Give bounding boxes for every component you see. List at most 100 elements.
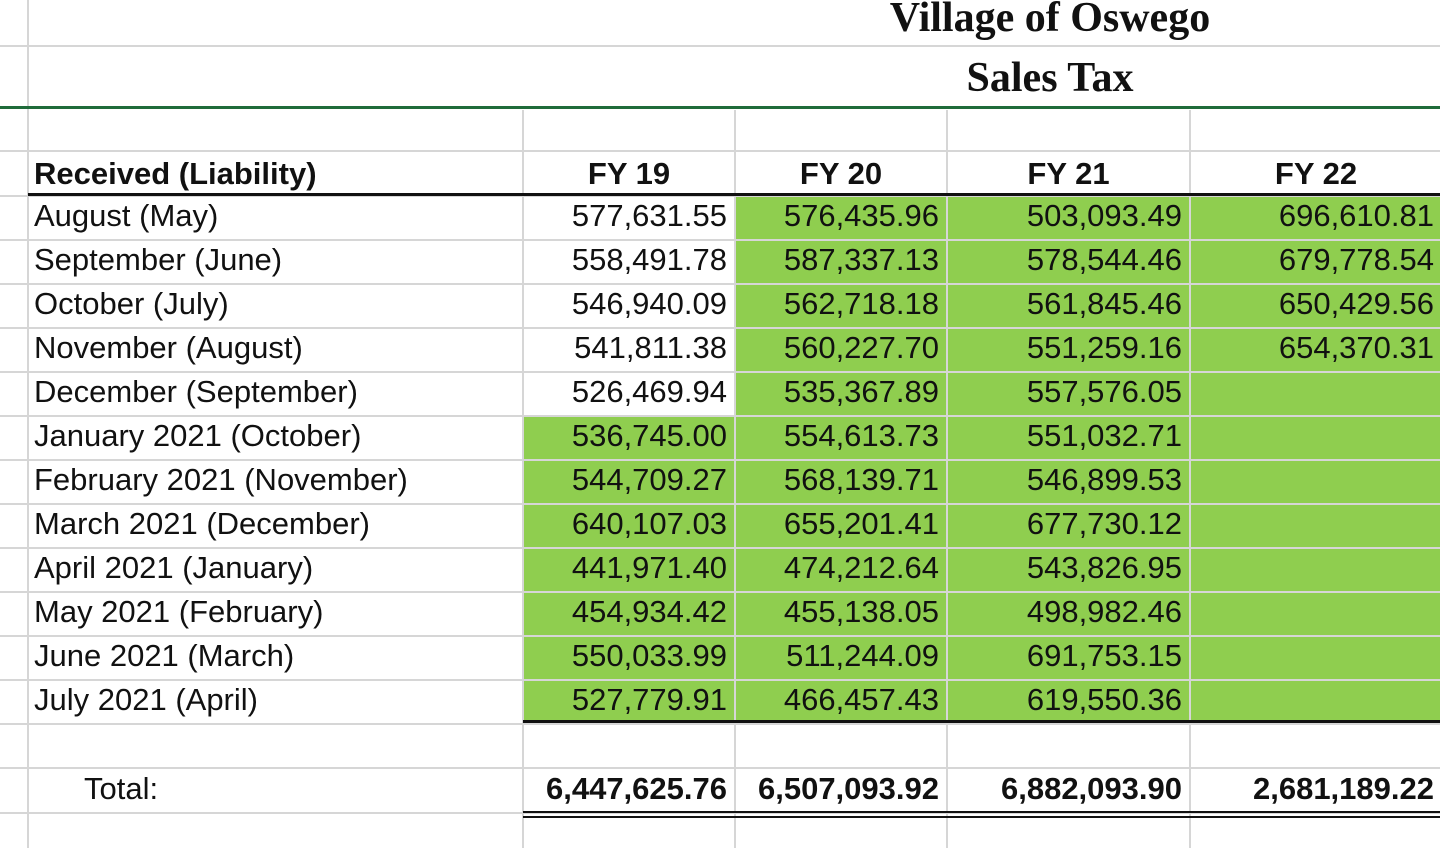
column-header-fy[interactable]: FY 21 xyxy=(1027,156,1110,191)
gridline xyxy=(0,591,1440,593)
value-cell[interactable]: 619,550.36 xyxy=(1026,682,1182,717)
total-label: Total: xyxy=(84,771,159,806)
value-cell[interactable]: 535,367.89 xyxy=(783,374,939,409)
row-label[interactable]: September (June) xyxy=(34,242,283,277)
row-label[interactable]: February 2021 (November) xyxy=(34,462,408,497)
value-cell[interactable]: 541,811.38 xyxy=(574,330,727,365)
value-cell[interactable]: 546,940.09 xyxy=(571,286,727,321)
highlighted-cell-fill xyxy=(523,547,735,591)
value-cell[interactable]: 503,093.49 xyxy=(1026,198,1182,233)
row-label[interactable]: June 2021 (March) xyxy=(34,638,295,673)
row-label[interactable]: August (May) xyxy=(34,198,219,233)
total-value-cell[interactable]: 6,447,625.76 xyxy=(545,771,727,806)
row-label[interactable]: July 2021 (April) xyxy=(34,682,258,717)
highlighted-cell-fill xyxy=(947,239,1190,283)
highlighted-cell-fill xyxy=(523,679,735,723)
gridline xyxy=(734,110,736,848)
highlighted-cell-fill xyxy=(1190,283,1440,327)
highlighted-cell-fill xyxy=(947,679,1190,723)
gridline xyxy=(0,283,1440,285)
value-cell[interactable]: 536,745.00 xyxy=(571,418,727,453)
highlighted-cell-fill xyxy=(947,591,1190,635)
value-cell[interactable]: 498,982.46 xyxy=(1026,594,1182,629)
gridline xyxy=(0,415,1440,417)
value-cell[interactable]: 511,244.09 xyxy=(786,638,939,673)
highlighted-cell-fill xyxy=(947,503,1190,547)
highlighted-cell-fill xyxy=(1190,415,1440,459)
row-label[interactable]: May 2021 (February) xyxy=(34,594,324,629)
column-header-fy[interactable]: FY 20 xyxy=(799,156,883,191)
highlighted-cell-fill xyxy=(1190,327,1440,371)
value-cell[interactable]: 544,709.27 xyxy=(571,462,727,497)
total-value-cell[interactable]: 6,882,093.90 xyxy=(1000,771,1182,806)
value-cell[interactable]: 474,212.64 xyxy=(783,550,939,585)
value-cell[interactable]: 543,826.95 xyxy=(1026,550,1182,585)
value-cell[interactable]: 696,610.81 xyxy=(1278,198,1434,233)
gridline xyxy=(0,239,1440,241)
value-cell[interactable]: 550,033.99 xyxy=(571,638,727,673)
total-value-cell[interactable]: 2,681,189.22 xyxy=(1252,771,1434,806)
gridline xyxy=(1189,110,1191,848)
value-cell[interactable]: 677,730.12 xyxy=(1026,506,1182,541)
row-label[interactable]: November (August) xyxy=(34,330,303,365)
highlighted-cell-fill xyxy=(1190,635,1440,679)
value-cell[interactable]: 655,201.41 xyxy=(783,506,939,541)
value-cell[interactable]: 650,429.56 xyxy=(1278,286,1434,321)
highlighted-cell-fill xyxy=(735,635,947,679)
highlighted-cell-fill xyxy=(735,195,947,239)
value-cell[interactable]: 679,778.54 xyxy=(1278,242,1434,277)
gridline xyxy=(27,0,29,848)
row-label[interactable]: October (July) xyxy=(34,286,229,321)
value-cell[interactable]: 455,138.05 xyxy=(783,594,939,629)
value-cell[interactable]: 577,631.55 xyxy=(571,198,727,233)
value-cell[interactable]: 561,845.46 xyxy=(1026,286,1182,321)
data-bottom-border xyxy=(523,720,1440,723)
value-cell[interactable]: 557,576.05 xyxy=(1026,374,1182,409)
value-cell[interactable]: 568,139.71 xyxy=(783,462,939,497)
column-header-label: Received (Liability) xyxy=(34,156,317,191)
value-cell[interactable]: 560,227.70 xyxy=(783,330,939,365)
header-border xyxy=(28,193,1440,196)
row-label[interactable]: April 2021 (January) xyxy=(34,550,314,585)
highlighted-cell-fill xyxy=(735,679,947,723)
value-cell[interactable]: 576,435.96 xyxy=(783,198,939,233)
column-header-fy[interactable]: FY 22 xyxy=(1274,156,1358,191)
value-cell[interactable]: 551,032.71 xyxy=(1026,418,1182,453)
highlighted-cell-fill xyxy=(1190,503,1440,547)
gridline xyxy=(0,723,1440,725)
row-label[interactable]: January 2021 (October) xyxy=(34,418,362,453)
value-cell[interactable]: 527,779.91 xyxy=(571,682,727,717)
row-label[interactable]: December (September) xyxy=(34,374,358,409)
value-cell[interactable]: 558,491.78 xyxy=(571,242,727,277)
highlighted-cell-fill xyxy=(947,327,1190,371)
value-cell[interactable]: 554,613.73 xyxy=(783,418,939,453)
value-cell[interactable]: 562,718.18 xyxy=(783,286,939,321)
value-cell[interactable]: 691,753.15 xyxy=(1026,638,1182,673)
value-cell[interactable]: 466,457.43 xyxy=(783,682,939,717)
total-double-underline xyxy=(523,816,1440,818)
value-cell[interactable]: 587,337.13 xyxy=(783,242,939,277)
highlighted-cell-fill xyxy=(947,635,1190,679)
value-cell[interactable]: 526,469.94 xyxy=(571,374,727,409)
value-cell[interactable]: 640,107.03 xyxy=(571,506,727,541)
column-header-fy[interactable]: FY 19 xyxy=(587,156,671,191)
value-cell[interactable]: 441,971.40 xyxy=(571,550,727,585)
gridline xyxy=(0,679,1440,681)
value-cell[interactable]: 546,899.53 xyxy=(1026,462,1182,497)
row-label[interactable]: March 2021 (December) xyxy=(34,506,370,541)
gridline xyxy=(0,150,1440,152)
highlighted-cell-fill xyxy=(1190,679,1440,723)
highlighted-cell-fill xyxy=(1190,239,1440,283)
highlighted-cell-fill xyxy=(947,283,1190,327)
gridline xyxy=(0,767,1440,769)
value-cell[interactable]: 454,934.42 xyxy=(571,594,727,629)
value-cell[interactable]: 578,544.46 xyxy=(1026,242,1182,277)
highlighted-cell-fill xyxy=(1190,371,1440,415)
highlighted-cell-fill xyxy=(523,503,735,547)
highlighted-cell-fill xyxy=(947,415,1190,459)
value-cell[interactable]: 654,370.31 xyxy=(1278,330,1434,365)
value-cell[interactable]: 551,259.16 xyxy=(1026,330,1182,365)
highlighted-cell-fill xyxy=(735,459,947,503)
total-value-cell[interactable]: 6,507,093.92 xyxy=(757,771,939,806)
gridline xyxy=(0,195,1440,197)
